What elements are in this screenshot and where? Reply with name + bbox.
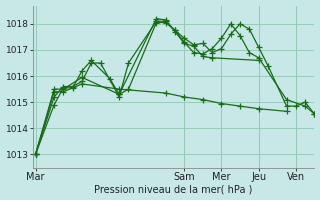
- X-axis label: Pression niveau de la mer( hPa ): Pression niveau de la mer( hPa ): [94, 184, 253, 194]
